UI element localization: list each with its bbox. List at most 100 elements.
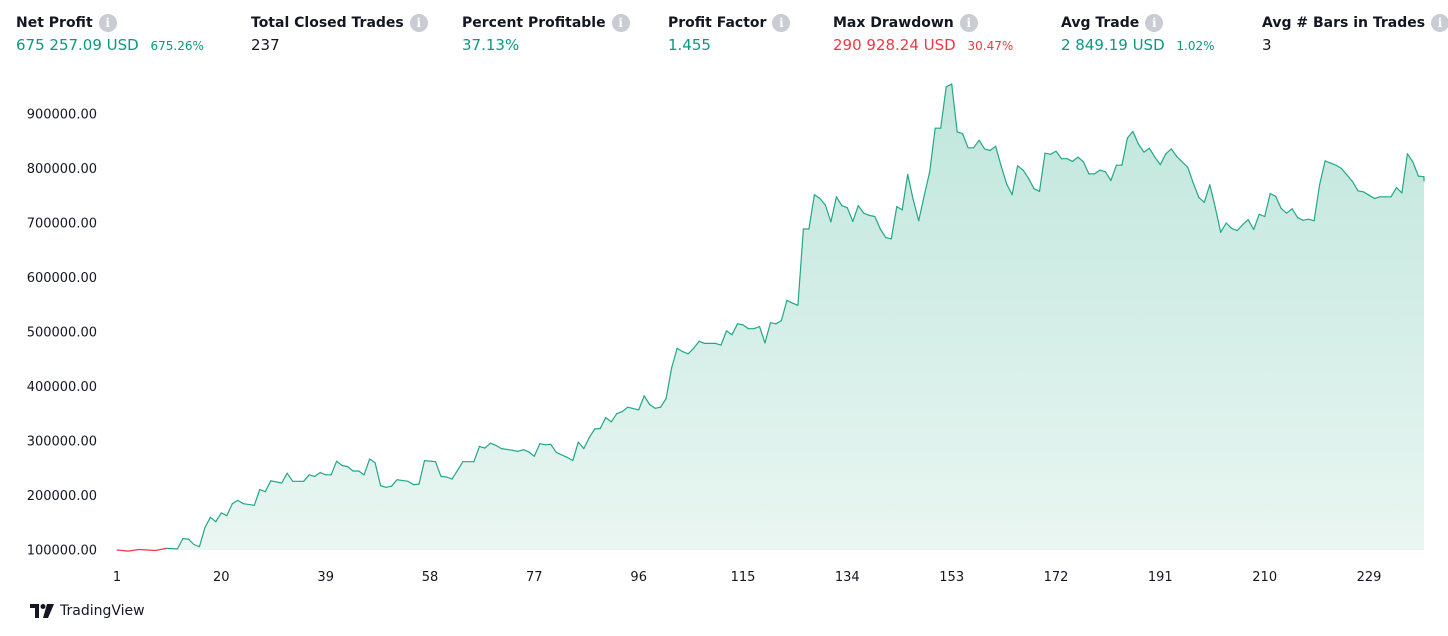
equity-line-segment — [1335, 164, 1343, 170]
info-icon[interactable]: i — [409, 14, 428, 32]
x-tick-label: 134 — [835, 570, 860, 585]
equity-curve-chart[interactable]: 100000.00 200000.00 300000.00 400000.00 5000… — [0, 70, 1448, 595]
info-icon[interactable]: i — [959, 14, 978, 32]
equity-line-segment — [775, 320, 783, 325]
y-tick-label: 700000.00 — [27, 217, 97, 232]
metric-percent-profitable: Percent Profitable i 37.13% — [462, 13, 630, 55]
equity-line-segment — [1082, 161, 1090, 175]
equity-line-segment — [1044, 152, 1052, 155]
y-axis: 100000.00 200000.00 300000.00 400000.00 5000… — [27, 108, 97, 559]
equity-line-segment — [978, 139, 986, 150]
equity-line-segment — [1110, 164, 1118, 182]
equity-line-segment — [1033, 188, 1041, 192]
equity-line-segment — [994, 145, 1002, 167]
x-tick-label: 20 — [213, 570, 230, 585]
equity-line-segment — [1049, 150, 1057, 155]
equity-line-segment — [423, 460, 437, 463]
equity-line-segment — [665, 367, 673, 400]
equity-line-segment — [1373, 196, 1381, 200]
equity-line-segment — [1291, 208, 1299, 219]
x-tick-label: 153 — [939, 570, 964, 585]
equity-line-segment — [1005, 183, 1013, 196]
equity-line-segment — [863, 212, 870, 216]
x-tick-label: 229 — [1357, 570, 1382, 585]
equity-line-segment — [583, 437, 590, 450]
equity-area-layer — [117, 84, 1424, 552]
equity-line-segment — [253, 488, 261, 506]
equity-line-segment — [478, 445, 486, 449]
equity-line-segment — [594, 427, 601, 430]
equity-line-segment — [231, 499, 239, 505]
equity-line-segment — [412, 483, 420, 486]
equity-line-segment — [621, 406, 629, 413]
equity-line-segment — [940, 86, 947, 129]
equity-line-segment — [220, 512, 228, 517]
equity-line-segment — [407, 480, 415, 486]
equity-line-segment — [1285, 208, 1293, 214]
equity-line-segment — [643, 395, 651, 406]
metric-value: 37.13% — [462, 36, 520, 54]
equity-line-segment — [1055, 150, 1063, 160]
equity-line-segment — [989, 145, 997, 152]
equity-line-segment — [215, 512, 222, 523]
equity-line-segment — [176, 537, 184, 550]
info-icon[interactable]: i — [772, 14, 791, 32]
equity-line-segment — [1137, 143, 1145, 153]
equity-line-segment — [835, 196, 843, 207]
equity-line-segment — [116, 549, 129, 552]
equity-line-segment — [1126, 130, 1134, 139]
equity-line-segment — [187, 538, 195, 546]
equity-line-segment — [1406, 153, 1414, 163]
equity-line-segment — [1253, 213, 1260, 231]
metric-value: 290 928.24 USD — [833, 36, 956, 54]
metric-title: Percent Profitable — [462, 15, 606, 31]
equity-line-segment — [226, 503, 233, 517]
x-tick-label: 191 — [1148, 570, 1173, 585]
metric-title: Profit Factor — [668, 15, 767, 31]
equity-line-segment — [1329, 162, 1337, 166]
equity-line-segment — [517, 449, 525, 452]
equity-line-segment — [1159, 153, 1167, 166]
equity-line-segment — [154, 547, 167, 552]
equity-line-segment — [918, 195, 925, 222]
equity-line-segment — [961, 133, 969, 149]
equity-line-segment — [1324, 160, 1332, 164]
equity-line-segment — [830, 196, 838, 223]
equity-line-segment — [676, 347, 684, 353]
equity-line-segment — [434, 461, 442, 477]
info-icon[interactable]: i — [611, 14, 630, 32]
equity-line-segment — [868, 214, 876, 218]
equity-line-segment — [648, 403, 656, 409]
equity-line-segment — [1264, 193, 1271, 218]
equity-line-segment — [264, 480, 272, 493]
equity-line-segment — [1258, 213, 1266, 218]
equity-line-segment — [1099, 169, 1107, 173]
equity-line-segment — [885, 237, 892, 240]
metric-avg-trade: Avg Trade i 2 849.19 USD 1.02% — [1061, 13, 1215, 56]
x-tick-label: 1 — [113, 570, 121, 585]
equity-line-segment — [1390, 187, 1398, 198]
equity-line-segment — [758, 325, 766, 344]
equity-line-segment — [555, 451, 568, 458]
equity-line-segment — [945, 83, 953, 88]
equity-line-segment — [1269, 193, 1277, 197]
equity-line-segment — [698, 340, 706, 344]
equity-line-segment — [1198, 196, 1205, 203]
tradingview-brand[interactable]: TradingView — [30, 603, 145, 619]
equity-line-segment — [550, 443, 557, 453]
performance-summary: Net Profit i 675 257.09 USD 675.26% Tota… — [0, 0, 1448, 70]
equity-line-segment — [731, 323, 739, 336]
info-icon[interactable]: i — [1431, 14, 1448, 32]
equity-line-segment — [577, 441, 585, 450]
metric-percent: 1.02% — [1176, 39, 1215, 53]
equity-line-segment — [1104, 171, 1112, 182]
equity-line-segment — [330, 460, 338, 476]
equity-line-segment — [1296, 217, 1304, 221]
info-icon[interactable]: i — [1145, 14, 1164, 32]
equity-line-segment — [1395, 187, 1403, 194]
equity-line-segment — [193, 543, 200, 548]
info-icon[interactable]: i — [98, 14, 117, 32]
equity-line-segment — [319, 472, 327, 476]
equity-line-segment — [638, 395, 645, 411]
x-tick-label: 96 — [630, 570, 647, 585]
